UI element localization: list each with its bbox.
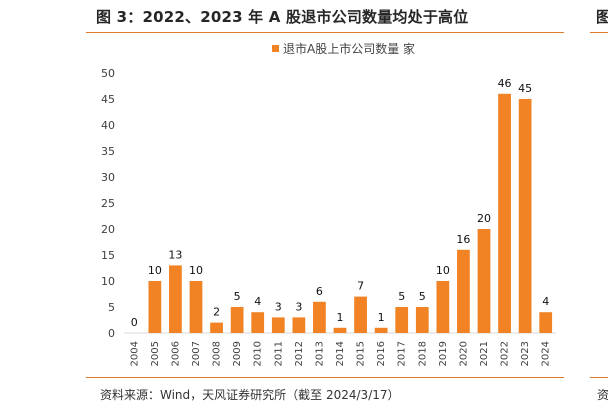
bar: [333, 327, 347, 333]
y-tick-label: 20: [101, 223, 115, 236]
bar: [230, 307, 244, 333]
bar: [292, 317, 306, 333]
data-label: 3: [295, 300, 302, 313]
x-tick-label: 2016: [376, 341, 387, 366]
x-tick-label: 2008: [212, 341, 223, 366]
y-tick-label: 15: [101, 249, 115, 262]
data-label: 16: [456, 233, 470, 246]
data-label: 0: [131, 316, 138, 329]
data-label: 2: [213, 306, 220, 319]
y-tick-label: 5: [108, 301, 115, 314]
x-tick-label: 2012: [294, 341, 305, 366]
legend-swatch: [272, 45, 279, 52]
y-tick-label: 10: [101, 275, 115, 288]
next-source-fragment: 资: [597, 388, 608, 402]
x-tick-label: 2022: [500, 341, 511, 366]
bar: [313, 301, 326, 333]
x-tick-label: 2024: [541, 341, 552, 366]
y-tick-label: 0: [108, 327, 115, 340]
y-tick-label: 35: [101, 145, 115, 158]
bar: [395, 307, 409, 333]
bar: [148, 281, 162, 333]
x-tick-label: 2013: [314, 341, 325, 366]
data-label: 3: [275, 300, 282, 313]
bar: [354, 296, 367, 333]
bar: [498, 93, 511, 333]
source-note: 资料来源：Wind，天风证券研究所（截至 2024/3/17）: [100, 388, 400, 402]
bar: [539, 312, 553, 333]
y-tick-label: 45: [101, 93, 115, 106]
bar: [374, 327, 388, 333]
title-rule: [86, 32, 564, 33]
data-label: 13: [168, 248, 182, 261]
x-axis-ticks: 2004 2005 2006 2007 2008 2009 2010 2011 2012 2013…: [129, 341, 551, 366]
data-label: 5: [419, 290, 426, 303]
x-tick-label: 2015: [356, 341, 367, 366]
y-tick-label: 25: [101, 197, 115, 210]
data-label: 7: [357, 280, 364, 293]
bar: [477, 229, 491, 333]
x-tick-label: 2009: [232, 341, 243, 366]
x-tick-label: 2018: [417, 341, 428, 366]
x-tick-label: 2019: [438, 341, 449, 366]
x-tick-label: 2017: [397, 341, 408, 366]
x-tick-label: 2023: [520, 341, 531, 366]
bar: [457, 249, 470, 333]
bar: [169, 265, 182, 333]
next-source-rule: [590, 377, 608, 378]
x-tick-label: 2014: [335, 341, 346, 366]
source-rule: [86, 377, 564, 378]
y-axis-ticks: 0 5 10 15 20 25 30 35 40 45 50: [101, 67, 115, 340]
x-tick-label: 2005: [150, 341, 161, 366]
bar: [251, 312, 265, 333]
bar: [271, 317, 285, 333]
x-tick-label: 2007: [191, 341, 202, 366]
chart-legend: 退市A股上市公司数量 家: [272, 41, 415, 56]
data-label: 5: [234, 290, 241, 303]
bar: [518, 99, 532, 333]
data-label: 46: [498, 77, 512, 90]
data-label: 45: [518, 82, 532, 95]
x-tick-label: 2004: [129, 341, 140, 366]
data-label: 5: [398, 290, 405, 303]
data-label: 1: [378, 311, 385, 324]
bar: [189, 281, 203, 333]
x-tick-label: 2020: [458, 341, 469, 366]
data-label: 10: [148, 264, 162, 277]
y-tick-label: 50: [101, 67, 115, 80]
x-tick-label: 2011: [273, 341, 284, 366]
data-label: 4: [542, 295, 549, 308]
bar-series: [148, 93, 553, 333]
data-label: 6: [316, 285, 323, 298]
bar: [436, 281, 450, 333]
next-figure-title-fragment: 图: [596, 8, 608, 26]
data-label: 4: [254, 295, 261, 308]
x-tick-label: 2021: [479, 341, 490, 366]
y-tick-label: 40: [101, 119, 115, 132]
data-label: 20: [477, 212, 491, 225]
data-label: 10: [436, 264, 450, 277]
x-tick-label: 2010: [253, 341, 264, 366]
bar: [415, 307, 429, 333]
legend-label: 退市A股上市公司数量 家: [283, 41, 415, 56]
data-label: 10: [189, 264, 203, 277]
next-title-rule: [590, 32, 608, 33]
figure-title: 图 3：2022、2023 年 A 股退市公司数量均处于高位: [96, 8, 469, 26]
data-label: 1: [337, 311, 344, 324]
bar: [210, 322, 223, 333]
x-tick-label: 2006: [170, 341, 181, 366]
y-tick-label: 30: [101, 171, 115, 184]
